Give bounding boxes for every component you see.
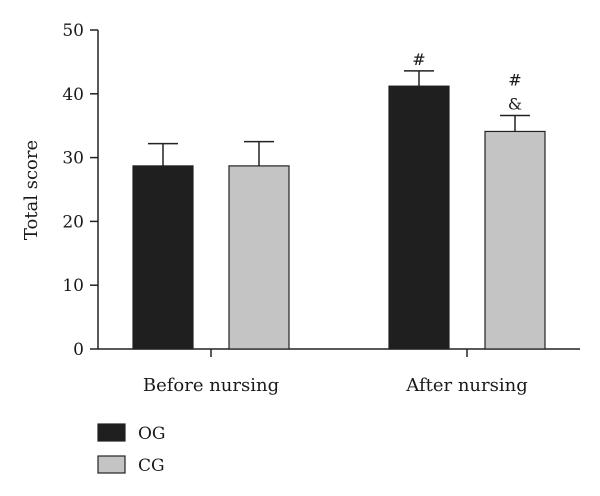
significance-annotations: # & # [412,50,522,114]
annotation-mark: & [508,94,522,113]
y-tick-label: 40 [62,85,84,105]
legend-swatch [97,423,126,442]
y-tick-label: 20 [62,212,84,232]
annotation-mark: # [412,50,425,69]
legend-label: OG [138,424,166,444]
error-bars [148,70,530,166]
bar [388,85,450,350]
y-tick-label: 30 [62,149,84,169]
y-axis-title: Total score [21,140,42,240]
y-tick-label: 10 [62,276,84,296]
annotation-mark: # [508,70,521,89]
bar [484,130,546,350]
y-tick-label: 50 [62,21,84,41]
bar [132,165,194,350]
legend-swatch [97,455,126,474]
bars [132,85,546,350]
y-tick-label: 0 [73,340,84,360]
axes: 0 10 20 30 40 50 Before nursing After nursing [62,21,580,396]
legend: OG CG [97,423,166,476]
legend-label: CG [138,456,165,476]
x-tick-label: Before nursing [143,375,279,396]
x-tick-label: After nursing [405,375,527,396]
bar [228,165,290,350]
